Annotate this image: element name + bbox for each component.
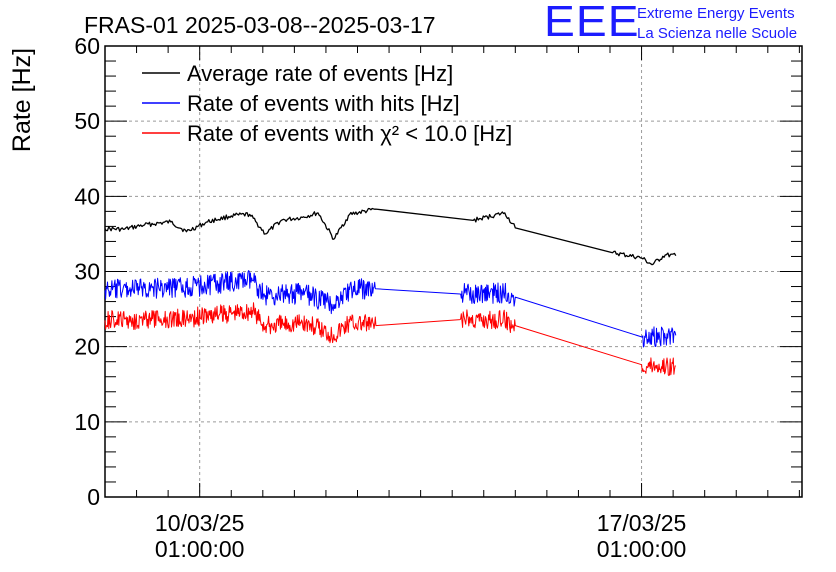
eee-logo-text: Extreme Energy Events La Scienza nelle S… xyxy=(637,4,797,44)
legend-label-3: Rate of events with χ² < 10.0 [Hz] xyxy=(187,121,512,146)
y-axis-label: Rate [Hz] xyxy=(8,48,36,152)
y-tick-label: 20 xyxy=(74,334,100,360)
y-tick-label: 60 xyxy=(74,33,100,59)
x-tick-label-date: 17/03/25 xyxy=(597,510,687,536)
eee-logo: EEE Extreme Energy Events La Scienza nel… xyxy=(544,0,834,46)
y-tick-label: 10 xyxy=(74,409,100,435)
y-tick-label: 30 xyxy=(74,259,100,285)
legend-label-2: Rate of events with hits [Hz] xyxy=(187,91,460,116)
y-tick-label: 40 xyxy=(74,183,100,209)
logo-line-2: La Scienza nelle Scuole xyxy=(637,25,798,42)
series-line-1 xyxy=(104,207,677,266)
legend-label-1: Average rate of events [Hz] xyxy=(187,61,453,86)
series-line-2 xyxy=(104,270,677,348)
y-tick-label: 50 xyxy=(74,108,100,134)
chart-title: FRAS-01 2025-03-08--2025-03-17 xyxy=(84,12,436,38)
x-tick-label-time: 01:00:00 xyxy=(155,536,245,562)
y-tick-label: 0 xyxy=(87,484,100,510)
eee-logo-mark: EEE xyxy=(544,0,640,46)
x-tick-label-time: 01:00:00 xyxy=(597,536,687,562)
logo-line-1: Extreme Energy Events xyxy=(637,5,795,22)
x-tick-label-date: 10/03/25 xyxy=(155,510,245,536)
series-line-3 xyxy=(104,302,676,377)
